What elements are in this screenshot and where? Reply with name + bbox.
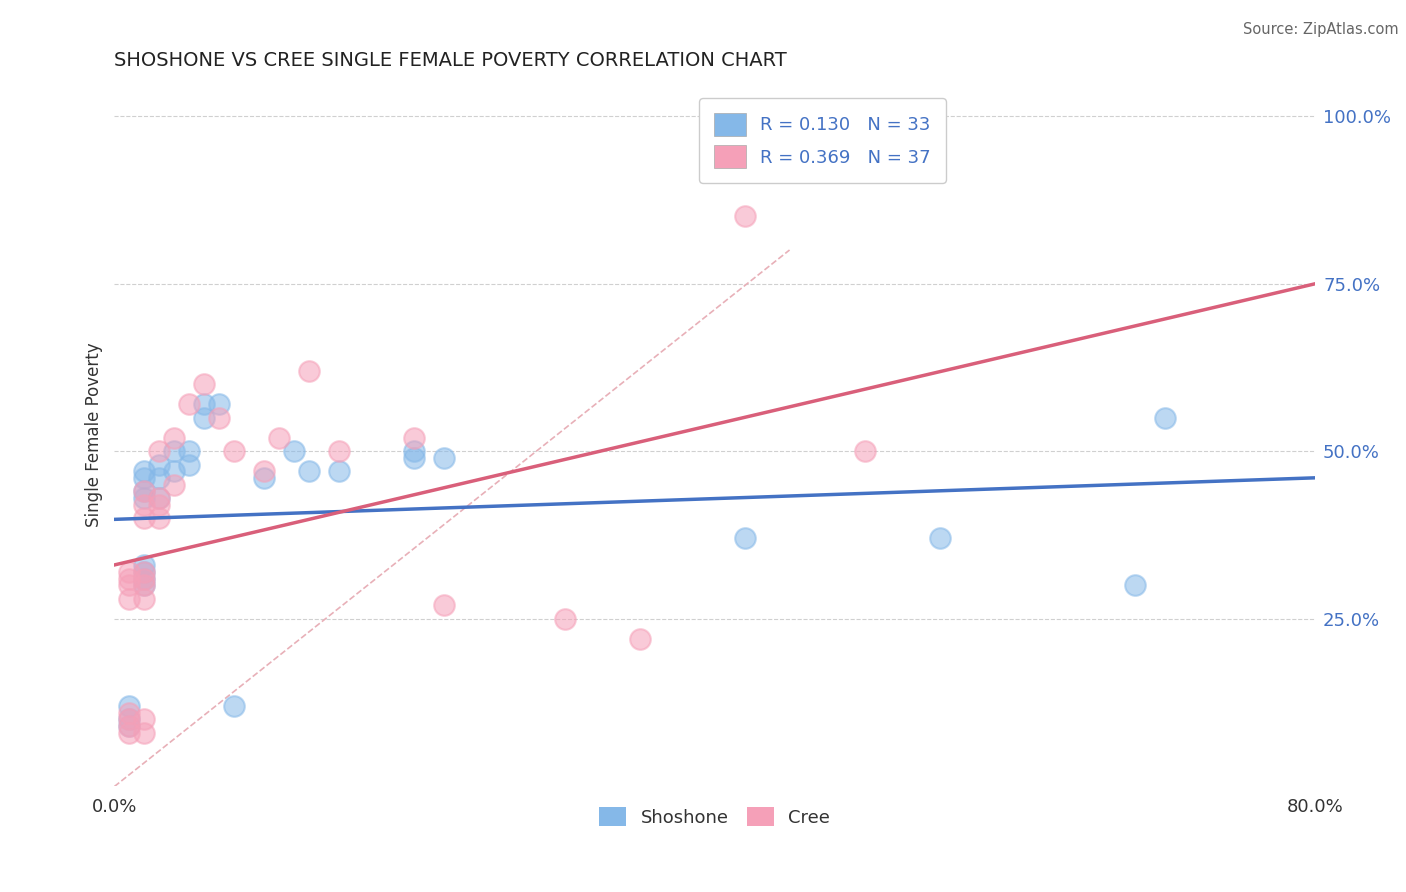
Point	[148, 498, 170, 512]
Point	[134, 572, 156, 586]
Point	[163, 444, 186, 458]
Point	[179, 444, 201, 458]
Point	[134, 565, 156, 579]
Point	[433, 599, 456, 613]
Point	[134, 726, 156, 740]
Point	[193, 397, 215, 411]
Point	[208, 410, 231, 425]
Point	[118, 719, 141, 733]
Point	[269, 431, 291, 445]
Point	[193, 377, 215, 392]
Y-axis label: Single Female Poverty: Single Female Poverty	[86, 343, 103, 527]
Point	[628, 632, 651, 646]
Point	[163, 477, 186, 491]
Point	[134, 484, 156, 499]
Point	[163, 464, 186, 478]
Point	[193, 410, 215, 425]
Legend: Shoshone, Cree: Shoshone, Cree	[592, 800, 837, 834]
Point	[118, 591, 141, 606]
Point	[134, 578, 156, 592]
Point	[118, 719, 141, 733]
Text: SHOSHONE VS CREE SINGLE FEMALE POVERTY CORRELATION CHART: SHOSHONE VS CREE SINGLE FEMALE POVERTY C…	[114, 51, 787, 70]
Point	[148, 458, 170, 472]
Point	[134, 713, 156, 727]
Point	[148, 491, 170, 505]
Point	[118, 698, 141, 713]
Point	[148, 444, 170, 458]
Point	[734, 532, 756, 546]
Point	[928, 532, 950, 546]
Point	[553, 612, 575, 626]
Point	[118, 726, 141, 740]
Point	[283, 444, 305, 458]
Point	[148, 511, 170, 525]
Point	[134, 511, 156, 525]
Point	[404, 431, 426, 445]
Point	[224, 444, 246, 458]
Point	[328, 464, 350, 478]
Point	[118, 706, 141, 720]
Point	[404, 450, 426, 465]
Point	[298, 464, 321, 478]
Point	[134, 572, 156, 586]
Point	[853, 444, 876, 458]
Point	[118, 565, 141, 579]
Point	[148, 471, 170, 485]
Point	[118, 572, 141, 586]
Point	[134, 558, 156, 573]
Point	[298, 364, 321, 378]
Text: Source: ZipAtlas.com: Source: ZipAtlas.com	[1243, 22, 1399, 37]
Point	[404, 444, 426, 458]
Point	[163, 431, 186, 445]
Point	[148, 491, 170, 505]
Point	[179, 458, 201, 472]
Point	[1123, 578, 1146, 592]
Point	[208, 397, 231, 411]
Point	[328, 444, 350, 458]
Point	[134, 464, 156, 478]
Point	[134, 578, 156, 592]
Point	[224, 698, 246, 713]
Point	[734, 210, 756, 224]
Point	[134, 484, 156, 499]
Point	[1153, 410, 1175, 425]
Point	[134, 565, 156, 579]
Point	[118, 578, 141, 592]
Point	[134, 491, 156, 505]
Point	[253, 471, 276, 485]
Point	[134, 471, 156, 485]
Point	[433, 450, 456, 465]
Point	[179, 397, 201, 411]
Point	[118, 713, 141, 727]
Point	[134, 498, 156, 512]
Point	[118, 713, 141, 727]
Point	[253, 464, 276, 478]
Point	[134, 591, 156, 606]
